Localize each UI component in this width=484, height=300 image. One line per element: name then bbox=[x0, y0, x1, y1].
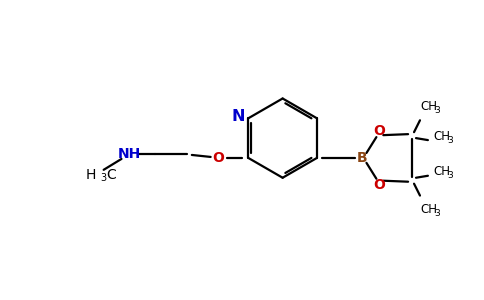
Text: O: O bbox=[212, 151, 225, 165]
Text: H: H bbox=[85, 168, 96, 182]
Text: 3: 3 bbox=[448, 171, 454, 180]
Text: NH: NH bbox=[118, 147, 141, 161]
Text: CH: CH bbox=[434, 165, 451, 178]
Text: CH: CH bbox=[420, 203, 437, 216]
Text: 3: 3 bbox=[434, 106, 439, 115]
Text: CH: CH bbox=[420, 100, 437, 113]
Text: 3: 3 bbox=[434, 209, 439, 218]
Text: N: N bbox=[232, 109, 245, 124]
Text: 3: 3 bbox=[448, 136, 454, 145]
Text: O: O bbox=[374, 124, 385, 138]
Text: CH: CH bbox=[434, 130, 451, 142]
Text: 3: 3 bbox=[101, 173, 107, 183]
Text: C: C bbox=[106, 168, 116, 182]
Text: B: B bbox=[357, 151, 368, 165]
Text: O: O bbox=[374, 178, 385, 192]
